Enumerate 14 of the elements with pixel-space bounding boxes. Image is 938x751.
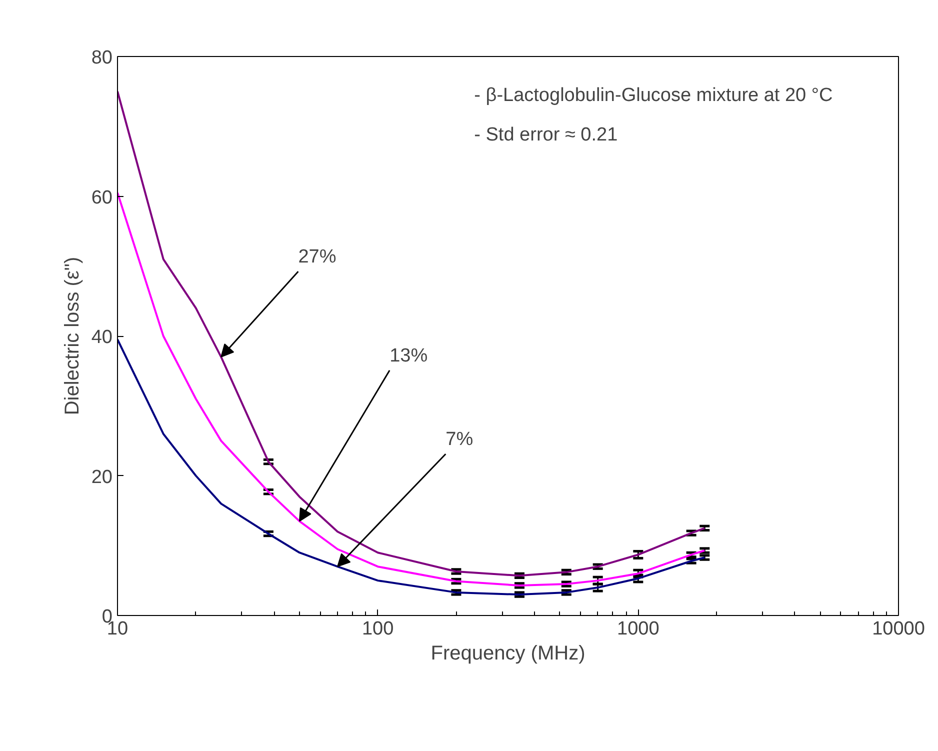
annotation: 27% bbox=[298, 246, 336, 268]
y-tick-label: 60 bbox=[91, 187, 113, 208]
annotation: 13% bbox=[390, 345, 428, 366]
y-tick-label: 40 bbox=[91, 327, 113, 348]
x-tick-label: 100 bbox=[362, 618, 394, 640]
y-tick-label: 20 bbox=[91, 466, 113, 488]
y-tick-label: 80 bbox=[91, 48, 113, 68]
x-tick-label: 1000 bbox=[617, 618, 660, 640]
annotation: - β-Lactoglobulin-Glucose mixture at 20 °C bbox=[474, 85, 833, 106]
annotation: - Std error ≈ 0.21 bbox=[474, 124, 618, 146]
x-tick-label: 10000 bbox=[872, 618, 925, 640]
annotation: 7% bbox=[446, 428, 474, 450]
y-axis-title: Dielectric loss (ε") bbox=[61, 256, 84, 416]
x-axis-title: Frequency (MHz) bbox=[430, 642, 586, 664]
